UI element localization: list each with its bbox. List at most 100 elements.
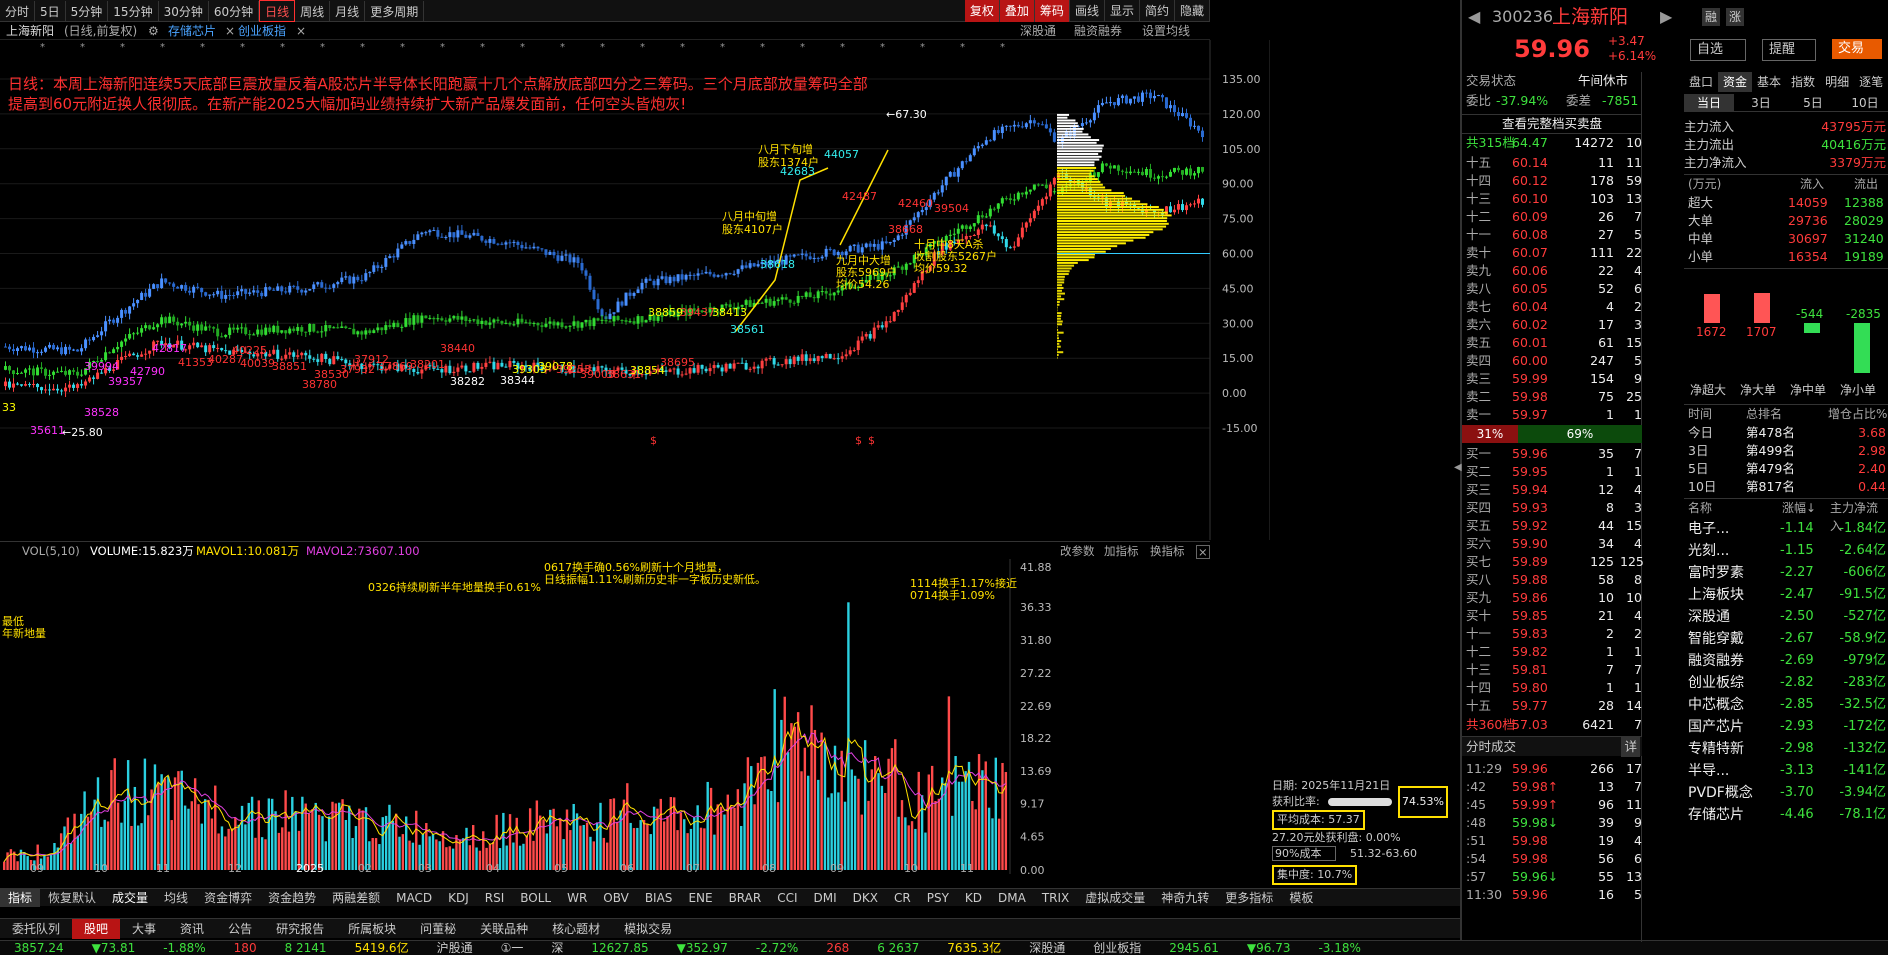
- margin-badge[interactable]: 融: [1702, 8, 1721, 26]
- sector-name[interactable]: 创业板综: [1688, 675, 1744, 691]
- event-star-icon[interactable]: *: [840, 42, 845, 53]
- fund-tab[interactable]: 基本: [1757, 75, 1782, 89]
- sector-name[interactable]: 上海板块: [1688, 587, 1744, 603]
- event-star-icon[interactable]: *: [560, 42, 565, 53]
- chip-marker[interactable]: 40287: [208, 353, 243, 366]
- chip-marker[interactable]: 38780: [302, 378, 337, 391]
- chip-marker[interactable]: 39253: [556, 363, 591, 376]
- link-shgt[interactable]: 深股通: [1020, 24, 1057, 38]
- indicator-tab[interactable]: 更多指标: [1225, 891, 1274, 905]
- indicator-tab[interactable]: 资金趋势: [268, 891, 317, 905]
- event-star-icon[interactable]: *: [520, 42, 525, 53]
- event-star-icon[interactable]: *: [920, 42, 925, 53]
- indicator-tab[interactable]: DKX: [852, 891, 878, 905]
- indicator-tab[interactable]: BOLL: [520, 891, 552, 905]
- fund-period[interactable]: 5日: [1803, 96, 1823, 110]
- chip-marker[interactable]: 40225: [232, 344, 267, 357]
- chip-marker[interactable]: 42817: [152, 342, 187, 355]
- chip-marker[interactable]: 38530: [314, 368, 349, 381]
- close-icon[interactable]: ×: [1196, 545, 1210, 559]
- chip-marker[interactable]: 37932: [340, 363, 375, 376]
- cost-range-select[interactable]: 90%成本: [1272, 846, 1337, 861]
- bottom-tab[interactable]: 问董秘: [420, 922, 457, 936]
- indicator-tab[interactable]: KD: [964, 891, 983, 905]
- indicator-tab[interactable]: DMA: [998, 891, 1026, 905]
- fund-tab[interactable]: 盘口: [1689, 75, 1714, 89]
- bottom-tab[interactable]: 关联品种: [480, 922, 529, 936]
- link-ma-settings[interactable]: 设置均线: [1142, 24, 1191, 38]
- toolbar-button[interactable]: 隐藏: [1175, 0, 1210, 22]
- tag-storage-chip[interactable]: 存储芯片: [168, 24, 217, 38]
- sector-name[interactable]: 深股通: [1688, 609, 1730, 625]
- close-icon[interactable]: ×: [296, 24, 307, 38]
- watchlist-select[interactable]: 自选: [1690, 39, 1747, 61]
- bottom-tab[interactable]: 公告: [228, 922, 253, 936]
- event-star-icon[interactable]: *: [760, 42, 765, 53]
- period-tab[interactable]: 日线: [259, 0, 296, 22]
- collapse-arrow-icon[interactable]: ◀: [1454, 462, 1462, 473]
- link-edit-params[interactable]: 改参数: [1060, 544, 1095, 558]
- sector-name[interactable]: 国产芯片: [1688, 719, 1744, 735]
- indicator-tab[interactable]: CCI: [777, 891, 798, 905]
- sector-name[interactable]: 专精特新: [1688, 741, 1744, 757]
- sector-name[interactable]: 电子...: [1688, 521, 1730, 537]
- indicator-tab[interactable]: MACD: [396, 891, 433, 905]
- indicator-tab[interactable]: 资金博弈: [204, 891, 253, 905]
- indicator-tab[interactable]: 指标: [0, 889, 41, 907]
- limit-badge[interactable]: 涨: [1726, 8, 1745, 26]
- chip-marker[interactable]: 39078: [538, 360, 573, 373]
- chip-marker[interactable]: 39437: [680, 306, 715, 319]
- fund-tab[interactable]: 资金: [1718, 72, 1753, 92]
- chip-marker[interactable]: 39994: [84, 360, 119, 373]
- chip-marker[interactable]: 39005: [580, 368, 615, 381]
- event-star-icon[interactable]: *: [80, 42, 85, 53]
- chip-marker[interactable]: 38859: [648, 306, 683, 319]
- indicator-tab[interactable]: OBV: [603, 891, 629, 905]
- indicator-tab[interactable]: DMI: [813, 891, 837, 905]
- chip-marker[interactable]: 42460: [898, 197, 933, 210]
- event-star-icon[interactable]: *: [200, 42, 205, 53]
- chip-marker[interactable]: 40039: [240, 357, 275, 370]
- chip-marker[interactable]: 38561: [730, 323, 765, 336]
- next-arrow-icon[interactable]: ▶: [1660, 7, 1673, 26]
- toolbar-button[interactable]: 画线: [1070, 0, 1105, 22]
- bottom-tab[interactable]: 研究报告: [276, 922, 325, 936]
- event-star-icon[interactable]: *: [160, 42, 165, 53]
- bottom-tab[interactable]: 资讯: [180, 922, 205, 936]
- indicator-tab[interactable]: PSY: [926, 891, 949, 905]
- link-swap-indicator[interactable]: 换指标: [1150, 544, 1185, 558]
- chip-marker[interactable]: 38344: [500, 374, 535, 387]
- ticks-detail-button[interactable]: 详: [1621, 737, 1640, 757]
- indicator-tab[interactable]: 神奇九转: [1161, 891, 1210, 905]
- chip-marker[interactable]: 38440: [440, 342, 475, 355]
- period-tab[interactable]: 60分钟: [209, 1, 260, 23]
- indicator-tab[interactable]: KDJ: [448, 891, 469, 905]
- indicator-tab[interactable]: WR: [567, 891, 588, 905]
- event-star-icon[interactable]: *: [120, 42, 125, 53]
- chip-marker[interactable]: 42487: [842, 190, 877, 203]
- indicator-tab[interactable]: 两融差额: [332, 891, 381, 905]
- gear-icon[interactable]: ⚙: [148, 24, 159, 38]
- sector-name[interactable]: 中芯概念: [1688, 697, 1744, 713]
- fund-period[interactable]: 10日: [1851, 96, 1879, 110]
- period-tab[interactable]: 分时: [0, 1, 36, 23]
- event-star-icon[interactable]: *: [720, 42, 725, 53]
- sector-name[interactable]: PVDF概念: [1688, 785, 1753, 801]
- period-tab[interactable]: 月线: [330, 1, 366, 23]
- chip-marker[interactable]: 38631: [606, 368, 641, 381]
- chip-marker[interactable]: 37869: [378, 360, 413, 373]
- chip-marker[interactable]: 35611: [30, 424, 65, 437]
- event-star-icon[interactable]: *: [440, 42, 445, 53]
- period-tab[interactable]: 30分钟: [159, 1, 209, 23]
- toolbar-button[interactable]: 简约: [1140, 0, 1175, 22]
- tag-gem-index[interactable]: 创业板指: [238, 24, 287, 38]
- chip-marker[interactable]: 37912: [354, 353, 389, 366]
- event-star-icon[interactable]: *: [360, 42, 365, 53]
- event-star-icon[interactable]: *: [680, 42, 685, 53]
- event-star-icon[interactable]: *: [280, 42, 285, 53]
- bottom-tab[interactable]: 大事: [132, 922, 157, 936]
- indicator-tab[interactable]: 恢复默认: [48, 891, 97, 905]
- event-star-icon[interactable]: *: [480, 42, 485, 53]
- link-add-indicator[interactable]: 加指标: [1104, 544, 1139, 558]
- dividend-marker-icon[interactable]: $: [868, 434, 875, 447]
